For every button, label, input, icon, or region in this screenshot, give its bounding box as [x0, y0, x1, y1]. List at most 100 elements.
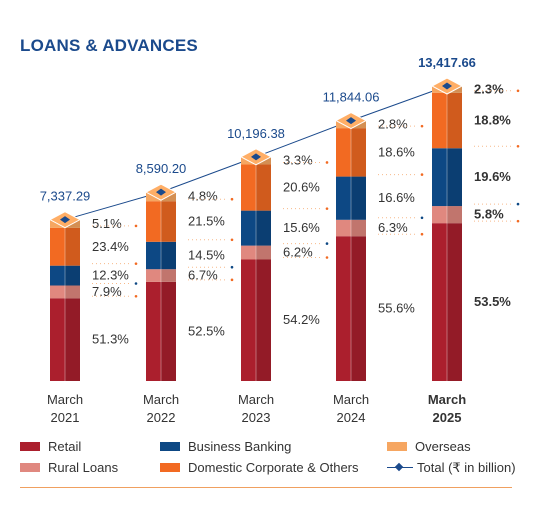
data-label-business-1: 14.5%	[188, 248, 225, 263]
data-label-business-0: 12.3%	[92, 268, 129, 283]
guide-dot-business-1	[230, 265, 234, 269]
category-label-3-0: March	[333, 392, 369, 407]
bar-segment-shade-rural-4	[447, 206, 462, 224]
legend-item-overseas: Overseas	[387, 439, 471, 454]
guide-dot-rural-2	[325, 256, 329, 259]
legend-label-rural-loans: Rural Loans	[48, 460, 119, 475]
guide-dot-rural-0	[134, 294, 138, 298]
bar-segment-shade-domestic-3	[351, 128, 366, 177]
bar-segment-retail-1	[146, 281, 161, 381]
data-label-rural-3: 6.3%	[378, 220, 408, 235]
bar-segment-shade-domestic-2	[256, 164, 271, 211]
legend-label-business-banking: Business Banking	[188, 439, 292, 454]
legend-item-retail: Retail	[20, 439, 81, 454]
category-label-0-0: March	[47, 392, 83, 407]
data-label-rural-2: 6.2%	[283, 245, 313, 260]
legend-label-retail: Retail	[48, 439, 82, 454]
bar-segment-domestic-1	[146, 201, 161, 242]
data-label-rural-4: 5.8%	[474, 207, 504, 222]
legend-item-business-banking: Business Banking	[160, 439, 291, 454]
bar-segment-shade-business-1	[161, 241, 176, 270]
category-label-1-0: March	[143, 392, 179, 407]
category-label-2-0: March	[238, 392, 274, 407]
bar-segment-shade-business-0	[65, 265, 80, 286]
guide-dot-rural-3	[420, 232, 424, 236]
legend-item-total: Total (₹ in billion)	[387, 460, 516, 476]
legend-swatch-overseas	[387, 442, 407, 451]
data-label-retail-3: 55.6%	[378, 301, 415, 316]
guide-dot-business-0	[134, 282, 138, 285]
guide-dot-overseas-4	[516, 89, 520, 93]
legend-label-total: Total (₹ in billion)	[417, 460, 516, 475]
bar-segment-rural-3	[336, 219, 351, 237]
bar-segment-shade-domestic-4	[447, 92, 462, 149]
category-label-1-1: 2022	[147, 410, 176, 425]
data-label-retail-1: 52.5%	[188, 323, 225, 338]
bar-segment-shade-domestic-1	[161, 201, 176, 242]
bar-segment-shade-business-4	[447, 148, 462, 207]
legend-swatch-business-banking	[160, 442, 180, 451]
bar-segment-shade-retail-0	[65, 298, 80, 381]
bar-segment-rural-1	[146, 269, 161, 282]
bar-segment-shade-rural-1	[161, 269, 176, 282]
bar-segment-domestic-2	[241, 164, 256, 211]
guide-dot-overseas-1	[230, 197, 234, 201]
category-label-0-1: 2021	[51, 410, 80, 425]
total-marker-1	[156, 188, 166, 196]
total-label-4: 13,417.66	[418, 55, 476, 70]
bar-segment-business-3	[336, 176, 351, 220]
bar-segment-shade-business-2	[256, 210, 271, 246]
bar-segment-shade-retail-1	[161, 281, 176, 381]
total-marker-3	[346, 117, 356, 125]
bar-segment-shade-retail-4	[447, 223, 462, 381]
data-label-retail-4: 53.5%	[474, 294, 511, 309]
total-label-0: 7,337.29	[40, 189, 91, 204]
data-label-overseas-1: 4.8%	[188, 189, 218, 204]
data-label-overseas-0: 5.1%	[92, 216, 122, 231]
category-label-4-1: 2025	[433, 410, 462, 425]
legend-label-overseas: Overseas	[415, 439, 471, 454]
guide-dot-domestic-0	[134, 262, 138, 265]
data-label-business-4: 19.6%	[474, 169, 511, 184]
data-label-rural-0: 7.9%	[92, 284, 122, 299]
data-label-domestic-4: 18.8%	[474, 113, 511, 128]
data-label-business-3: 16.6%	[378, 190, 415, 205]
bar-segment-shade-retail-3	[351, 236, 366, 381]
bar-segment-retail-4	[432, 223, 447, 381]
category-label-3-1: 2024	[337, 410, 366, 425]
legend-item-rural-loans: Rural Loans	[20, 460, 118, 475]
legend-swatch-domestic-corporate	[160, 463, 180, 472]
bar-segment-shade-rural-2	[256, 245, 271, 260]
legend-swatch-retail	[20, 442, 40, 451]
data-label-overseas-4: 2.3%	[474, 81, 504, 96]
total-label-2: 10,196.38	[227, 126, 285, 141]
category-label-4-0: March	[428, 392, 466, 407]
guide-dot-domestic-1	[230, 238, 234, 242]
data-label-overseas-3: 2.8%	[378, 117, 408, 132]
total-marker-4	[442, 82, 452, 90]
legend-diamond-icon	[387, 463, 413, 473]
data-label-domestic-2: 20.6%	[283, 180, 320, 195]
bar-segment-rural-0	[50, 285, 65, 299]
bar-segment-shade-rural-3	[351, 219, 366, 237]
guide-dot-rural-1	[230, 278, 234, 282]
total-label-3: 11,844.06	[323, 90, 380, 105]
bar-segment-retail-2	[241, 259, 256, 381]
chart-title: LOANS & ADVANCES	[20, 36, 198, 55]
data-label-retail-0: 51.3%	[92, 332, 129, 347]
bar-segment-retail-0	[50, 298, 65, 381]
guide-dot-business-3	[420, 216, 424, 220]
bar-segment-domestic-4	[432, 92, 447, 149]
data-label-retail-2: 54.2%	[283, 312, 320, 327]
bar-segment-shade-rural-0	[65, 285, 80, 299]
bar-segment-shade-domestic-0	[65, 227, 80, 266]
bar-segment-domestic-0	[50, 227, 65, 266]
guide-dot-domestic-4	[516, 144, 520, 148]
bar-segment-business-2	[241, 210, 256, 246]
data-label-domestic-3: 18.6%	[378, 144, 415, 159]
guide-dot-overseas-3	[420, 124, 424, 128]
guide-dot-business-4	[516, 202, 520, 206]
total-marker-0	[60, 216, 70, 224]
data-label-domestic-0: 23.4%	[92, 239, 129, 254]
